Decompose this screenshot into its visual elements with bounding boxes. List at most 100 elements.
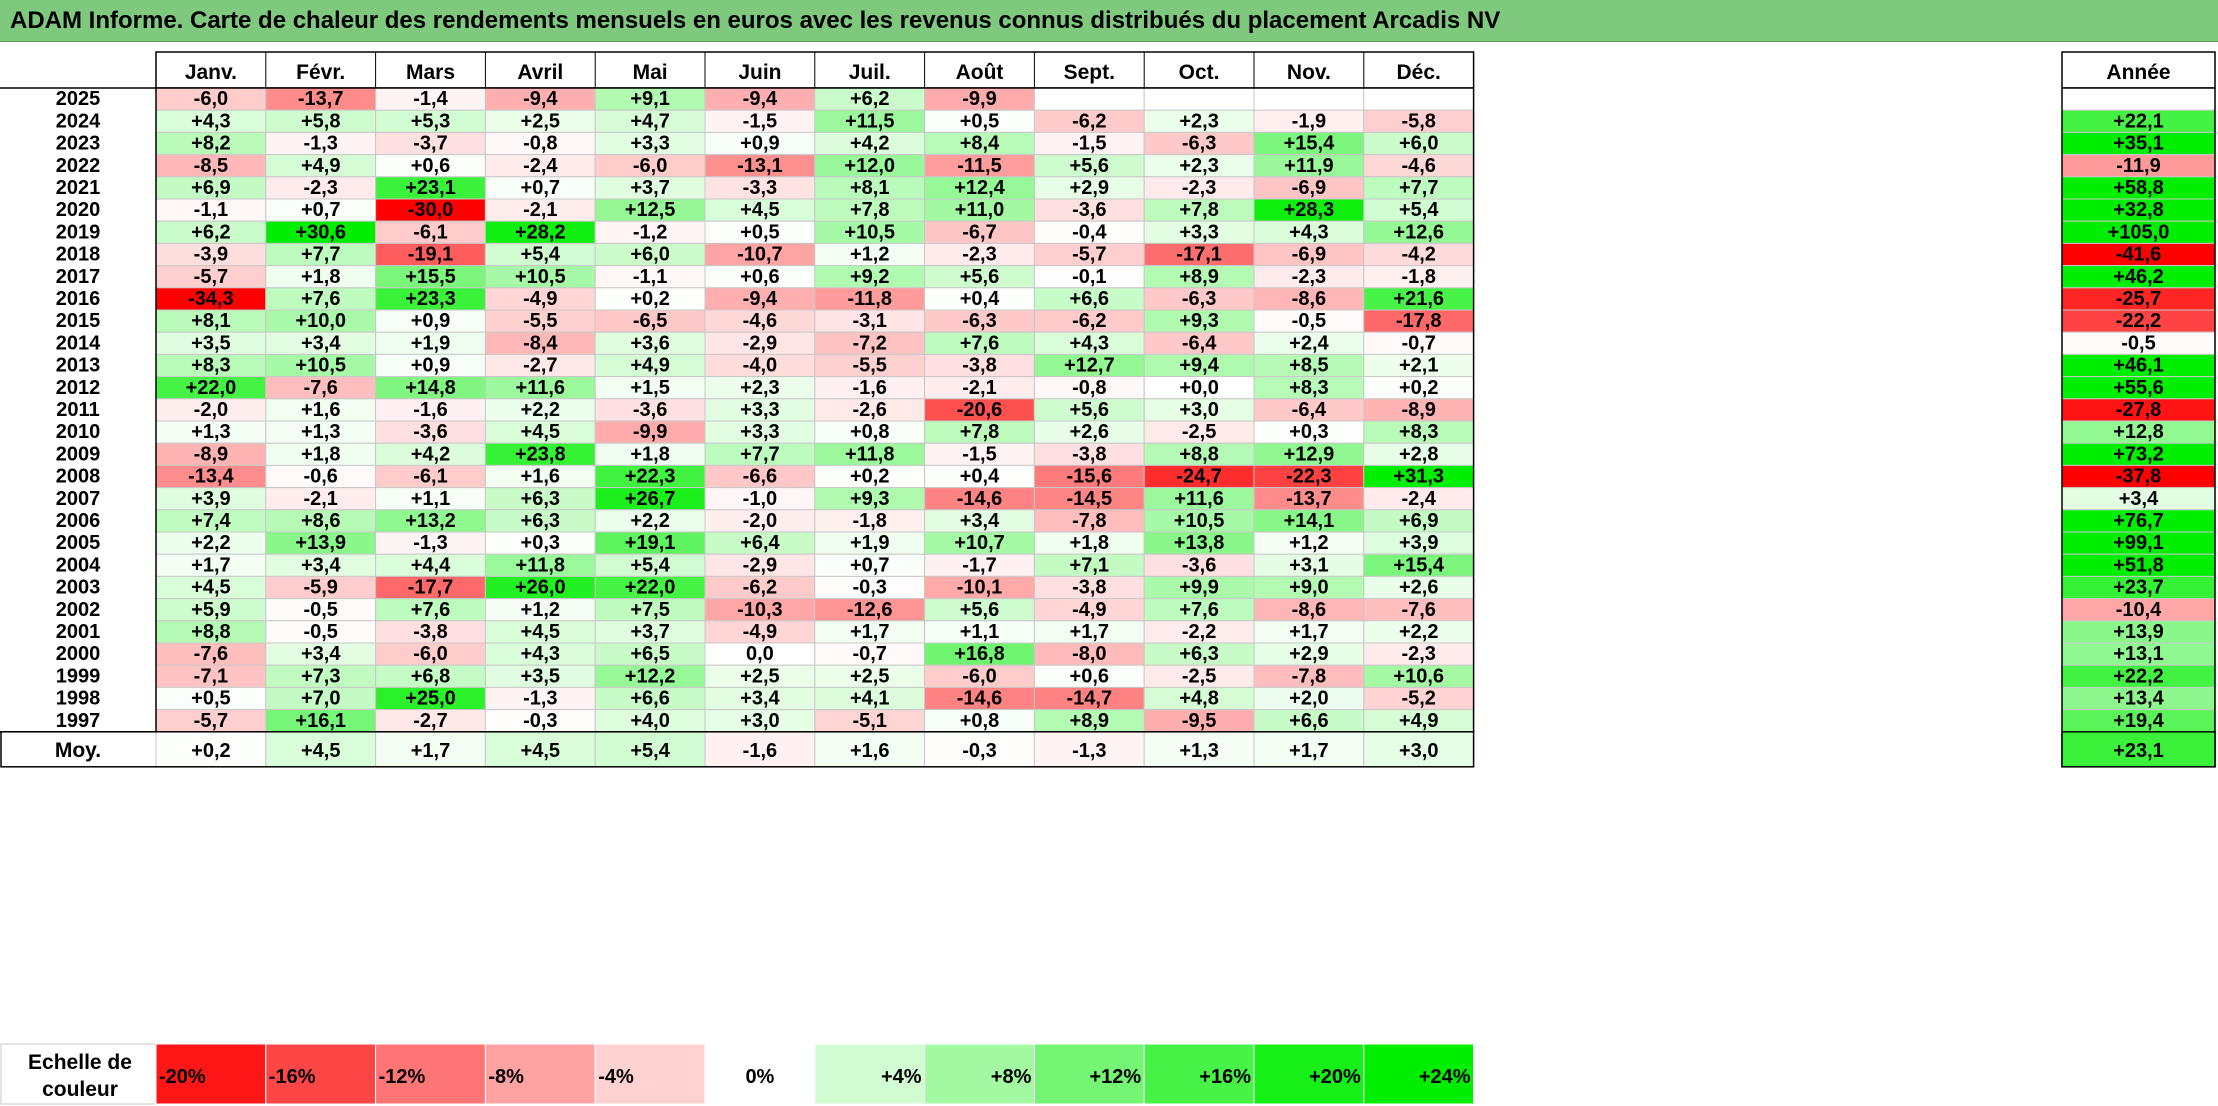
cell-value: +0,6 [411, 155, 450, 177]
cell-value: +4,4 [411, 554, 451, 576]
cell-value: +31,3 [1393, 466, 1444, 488]
cell-value: +1,7 [850, 621, 889, 643]
cell-value: +1,6 [521, 466, 560, 488]
annual-value: +12,8 [2113, 421, 2164, 443]
average-value: +1,7 [1289, 740, 1328, 762]
annual-value: +22,1 [2113, 110, 2164, 132]
cell-value: +23,3 [405, 288, 456, 310]
average-value: -1,3 [1072, 740, 1106, 762]
cell-value: +6,3 [1179, 643, 1218, 665]
cell-value: +3,4 [301, 332, 341, 354]
cell-value: +10,0 [295, 310, 346, 332]
cell-value: -6,4 [1292, 399, 1327, 421]
cell-value: +2,5 [850, 665, 889, 687]
cell-value: -4,9 [523, 288, 557, 310]
average-row-border [0, 731, 1475, 768]
cell-value: +3,7 [630, 177, 669, 199]
average-value: +4,5 [301, 740, 340, 762]
cell-value: -2,0 [194, 399, 228, 421]
cell-value: -1,4 [413, 88, 448, 110]
cell-value: -6,3 [1182, 133, 1216, 155]
cell-value: -2,5 [1182, 665, 1216, 687]
cell-value: +6,3 [521, 510, 560, 532]
cell-value: +1,8 [1070, 532, 1109, 554]
year-label: 2010 [56, 421, 101, 443]
cell-value: +0,7 [850, 554, 889, 576]
cell-value: +9,3 [1179, 310, 1218, 332]
cell-value: +4,7 [630, 110, 669, 132]
cell-value: +0,4 [960, 288, 1000, 310]
year-label: 2022 [56, 155, 101, 177]
cell-value: +7,7 [1399, 177, 1438, 199]
cell-value: -0,3 [523, 710, 557, 732]
cell-value: +2,3 [1179, 155, 1218, 177]
cell-value: +0,0 [1179, 377, 1218, 399]
average-cell [375, 731, 486, 768]
annual-value: +19,4 [2113, 710, 2164, 732]
cell-value: +0,3 [521, 532, 560, 554]
cell-value: +5,9 [191, 599, 230, 621]
cell-value: -17,1 [1176, 244, 1222, 266]
cell-value: +0,6 [740, 266, 779, 288]
cell-value: -3,6 [1072, 199, 1106, 221]
cell-value: -7,6 [194, 643, 228, 665]
cell-value: +12,5 [625, 199, 676, 221]
cell-value: +4,9 [301, 155, 340, 177]
cell-value: +15,4 [1284, 133, 1335, 155]
cell-value: -7,2 [852, 332, 886, 354]
cell-value: +3,3 [630, 133, 669, 155]
cell-value: +0,5 [740, 221, 779, 243]
month-header: Mai [633, 61, 668, 84]
cell-value: -1,0 [743, 488, 777, 510]
cell-value: -20,6 [957, 399, 1003, 421]
cell-value: +8,6 [301, 510, 340, 532]
cell-value: +3,6 [630, 332, 669, 354]
cell-value: +2,3 [740, 377, 779, 399]
cell-value: +7,7 [740, 443, 779, 465]
cell-value: +1,2 [1289, 532, 1328, 554]
year-label: 2013 [56, 355, 101, 377]
cell-value: +7,7 [301, 244, 340, 266]
cell-value: +0,8 [850, 421, 889, 443]
cell-value: +8,9 [1179, 266, 1218, 288]
cell-value: -14,5 [1067, 488, 1113, 510]
cell-value: -0,7 [1401, 332, 1435, 354]
cell-value: +7,0 [301, 688, 340, 710]
cell-value: -2,2 [1182, 621, 1216, 643]
cell-value: +4,1 [850, 688, 889, 710]
cell-value: +3,1 [1289, 554, 1328, 576]
cell-value: +6,0 [1399, 133, 1438, 155]
year-label: 2023 [56, 133, 101, 155]
average-cell [484, 731, 596, 768]
cell-value: -5,7 [194, 266, 228, 288]
scale-value: 0% [745, 1066, 774, 1088]
cell-value: -6,4 [1182, 332, 1217, 354]
cell-value: +0,7 [521, 177, 560, 199]
cell-value: +5,4 [521, 244, 561, 266]
cell-value: -8,6 [1292, 599, 1326, 621]
scale-value: +24% [1419, 1066, 1471, 1088]
heatmap-cell [1363, 87, 1475, 111]
scale-swatch [924, 1043, 1035, 1105]
cell-value: +12,2 [625, 665, 676, 687]
average-value: +5,4 [630, 740, 670, 762]
year-label: 1998 [56, 688, 101, 710]
year-label: 2025 [56, 88, 101, 110]
annual-value: -0,5 [2121, 332, 2155, 354]
cell-value: -0,4 [1072, 221, 1107, 243]
cell-value: +7,4 [191, 510, 231, 532]
cell-value: +10,5 [515, 266, 566, 288]
cell-value: +12,9 [1284, 443, 1335, 465]
cell-value: +6,5 [630, 643, 669, 665]
year-label: 2004 [56, 554, 101, 576]
cell-value: +21,6 [1393, 288, 1444, 310]
cell-value: +26,7 [625, 488, 676, 510]
cell-value: +10,5 [844, 221, 895, 243]
cell-value: +26,0 [515, 577, 566, 599]
cell-value: +9,0 [1289, 577, 1328, 599]
cell-value: +3,3 [740, 421, 779, 443]
average-value: +1,7 [411, 740, 450, 762]
cell-value: +0,3 [1289, 421, 1328, 443]
year-label: 2024 [56, 110, 101, 132]
cell-value: +3,9 [191, 488, 230, 510]
